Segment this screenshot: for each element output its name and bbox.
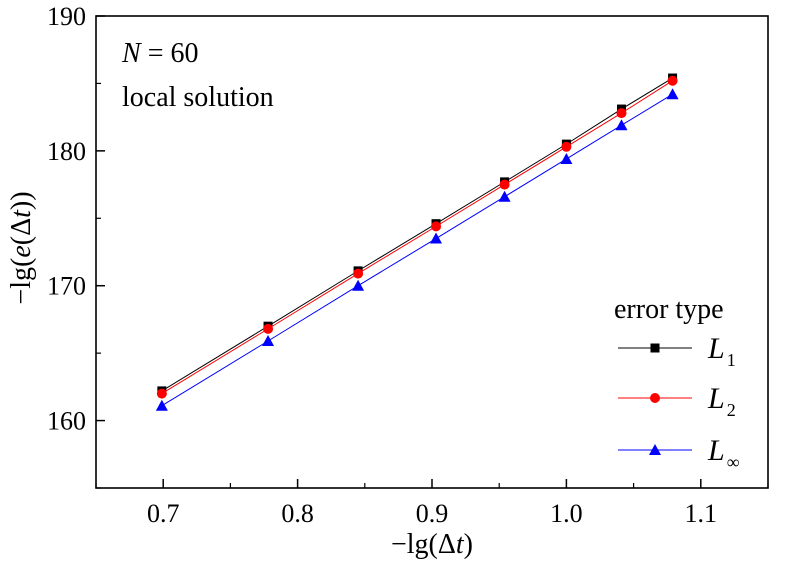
data-point (156, 388, 167, 399)
data-point (430, 232, 443, 244)
y-tick-label: 190 (47, 2, 86, 31)
legend-marker-linf (649, 444, 661, 455)
data-point (431, 221, 442, 232)
data-point (155, 399, 168, 411)
data-point (667, 75, 678, 86)
x-tick-label: 1.1 (685, 499, 718, 528)
legend-title: error type (614, 294, 724, 325)
series-1 (156, 75, 678, 399)
legend-marker (650, 343, 660, 353)
series-0 (157, 73, 678, 396)
x-tick-label: 1.0 (550, 499, 583, 528)
series-2 (155, 88, 679, 411)
x-axis-title: −lg(Δt) (391, 529, 473, 560)
y-axis-title: −lg(e(Δt)) (6, 191, 37, 304)
data-point (560, 152, 573, 164)
series-line (161, 93, 673, 407)
legend-marker (650, 393, 660, 403)
data-point (616, 108, 627, 119)
data-point (666, 88, 679, 100)
legend-item-linf: L ∞ (618, 434, 740, 472)
series-line (161, 77, 673, 392)
data-point (615, 119, 628, 131)
legend-marker-l2 (650, 393, 660, 403)
y-tick-label: 180 (47, 137, 86, 166)
data-point (499, 179, 510, 190)
x-tick-label: 0.9 (416, 499, 449, 528)
data-point (262, 335, 275, 347)
legend-marker-l1 (650, 343, 660, 353)
legend-marker (649, 444, 661, 455)
data-point (561, 141, 572, 152)
y-tick-label: 170 (47, 272, 86, 301)
annotation-n: N = 60 (121, 38, 198, 69)
y-tick-label: 160 (47, 407, 86, 436)
axis-ticks: 0.7 0.8 0.9 1.0 1.1 160 170 180 190 (47, 2, 769, 528)
data-point (352, 279, 365, 291)
x-tick-label: 0.7 (147, 499, 180, 528)
data-point (353, 268, 364, 279)
data-point (498, 190, 511, 202)
legend-label-linf: L ∞ (707, 434, 740, 472)
series-line (161, 80, 673, 395)
data-point (263, 323, 274, 334)
annotation-method: local solution (122, 82, 274, 113)
series-layer (155, 73, 679, 411)
x-tick-label: 0.8 (281, 499, 314, 528)
